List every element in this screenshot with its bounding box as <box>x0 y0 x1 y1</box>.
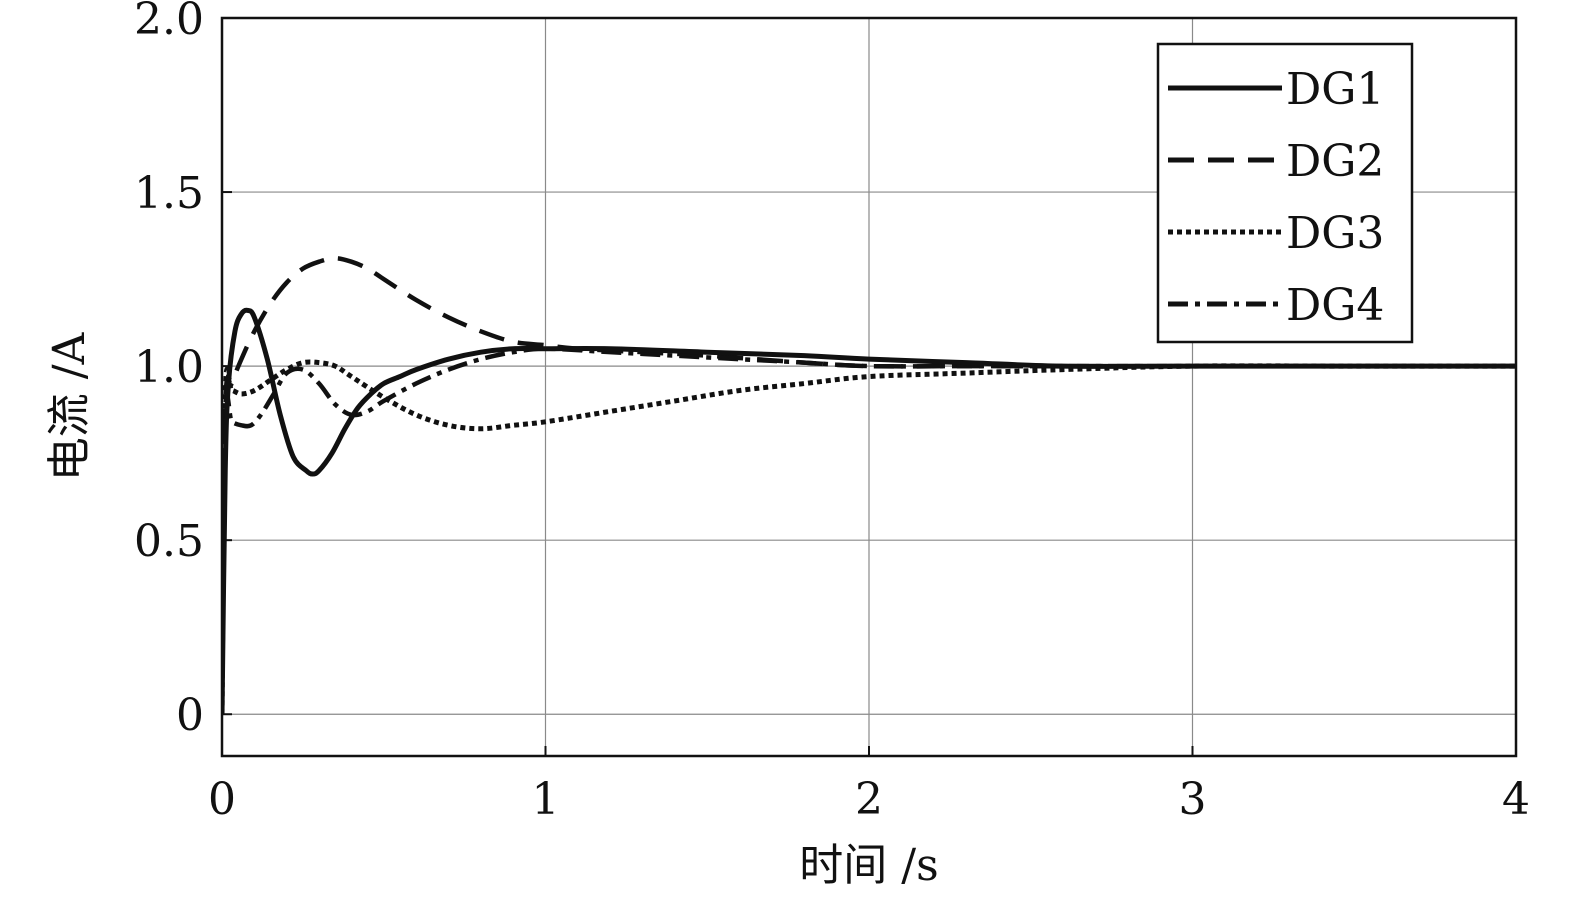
x-tick-label: 3 <box>1179 774 1207 825</box>
legend-label-dg4: DG4 <box>1286 280 1384 331</box>
legend-label-dg3: DG3 <box>1286 208 1384 259</box>
y-tick-label: 0 <box>176 690 204 741</box>
series-line-dg3 <box>222 359 1516 715</box>
x-tick-label: 1 <box>532 774 560 825</box>
series-line-dg1 <box>222 307 1516 715</box>
legend: DG1 DG2 DG3 DG4 <box>1156 42 1414 344</box>
x-tick-label: 2 <box>855 774 883 825</box>
series-line-dg4 <box>222 346 1516 715</box>
x-tick-label: 0 <box>208 774 236 825</box>
legend-label-dg1: DG1 <box>1286 64 1384 115</box>
y-tick-label: 2.0 <box>134 0 204 45</box>
legend-label-dg2: DG2 <box>1286 136 1384 187</box>
y-axis-ticks: 0 0.5 1.0 1.5 2.0 <box>134 0 232 741</box>
legend-box <box>1156 42 1414 344</box>
y-tick-label: 1.5 <box>134 168 204 219</box>
x-tick-label: 4 <box>1502 774 1530 825</box>
x-axis-ticks: 0 1 2 3 4 <box>208 746 1530 825</box>
x-axis-title: 时间 /s <box>799 840 938 891</box>
series-lines <box>222 255 1516 715</box>
y-tick-label: 0.5 <box>134 516 204 567</box>
y-tick-label: 1.0 <box>134 342 204 393</box>
y-axis-title: 电流 /A <box>44 331 95 481</box>
